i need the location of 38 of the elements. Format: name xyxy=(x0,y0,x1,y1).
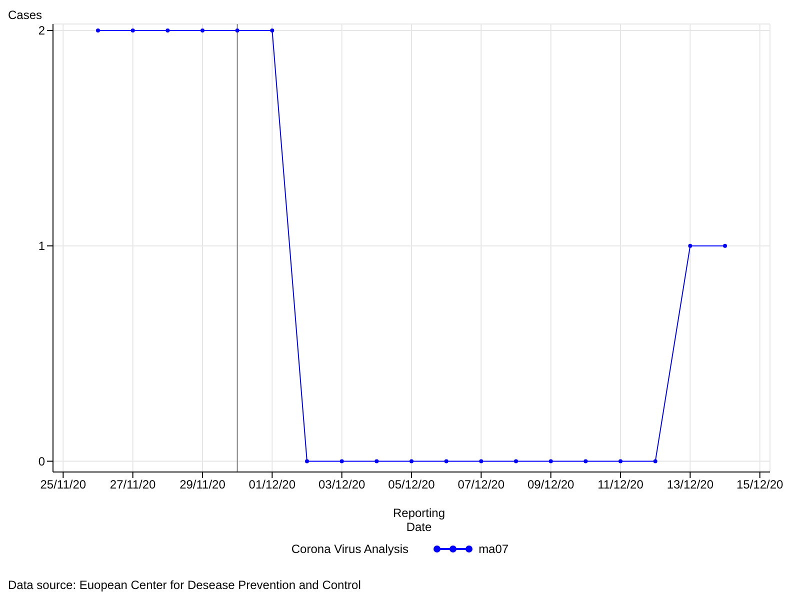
point xyxy=(96,28,100,32)
point xyxy=(200,28,204,32)
point xyxy=(479,459,484,464)
x-tick-label: 27/11/20 xyxy=(110,478,156,492)
legend-label: ma07 xyxy=(478,542,509,556)
point xyxy=(584,459,588,464)
point xyxy=(305,459,309,464)
x-tick-label: 13/12/20 xyxy=(666,478,714,492)
point xyxy=(270,28,274,32)
x-tick-label: 15/12/20 xyxy=(736,478,784,492)
point xyxy=(374,459,379,464)
point xyxy=(410,459,414,464)
x-tick-label: 25/11/20 xyxy=(40,478,86,492)
point xyxy=(130,28,135,32)
point xyxy=(548,459,553,464)
point xyxy=(723,244,728,248)
y-axis-title: Cases xyxy=(8,8,44,22)
point xyxy=(514,459,518,464)
source-note: Data source: Euopean Center for Desease Prevention and Control xyxy=(8,578,362,592)
x-tick-label: 09/12/20 xyxy=(527,478,575,492)
x-tick-label: 05/12/20 xyxy=(388,478,436,492)
y-tick-label: 2 xyxy=(38,24,46,38)
point xyxy=(235,28,240,32)
x-tick-label: 03/12/20 xyxy=(318,478,366,492)
point xyxy=(653,459,658,464)
x-tick-label: 29/11/20 xyxy=(180,478,226,492)
point xyxy=(340,459,344,464)
x-tick-label: 11/12/20 xyxy=(598,478,644,492)
y-tick-label: 0 xyxy=(38,454,46,468)
point xyxy=(166,28,170,32)
legend-title: Corona Virus Analysis xyxy=(291,542,409,556)
x-axis-title: Reporting Date xyxy=(392,506,446,534)
point xyxy=(444,459,448,464)
x-tick-label: 07/12/20 xyxy=(458,478,505,492)
y-tick-label: 1 xyxy=(38,239,46,254)
point xyxy=(618,459,623,464)
point xyxy=(688,244,692,248)
x-tick-label: 01/12/20 xyxy=(248,478,296,492)
